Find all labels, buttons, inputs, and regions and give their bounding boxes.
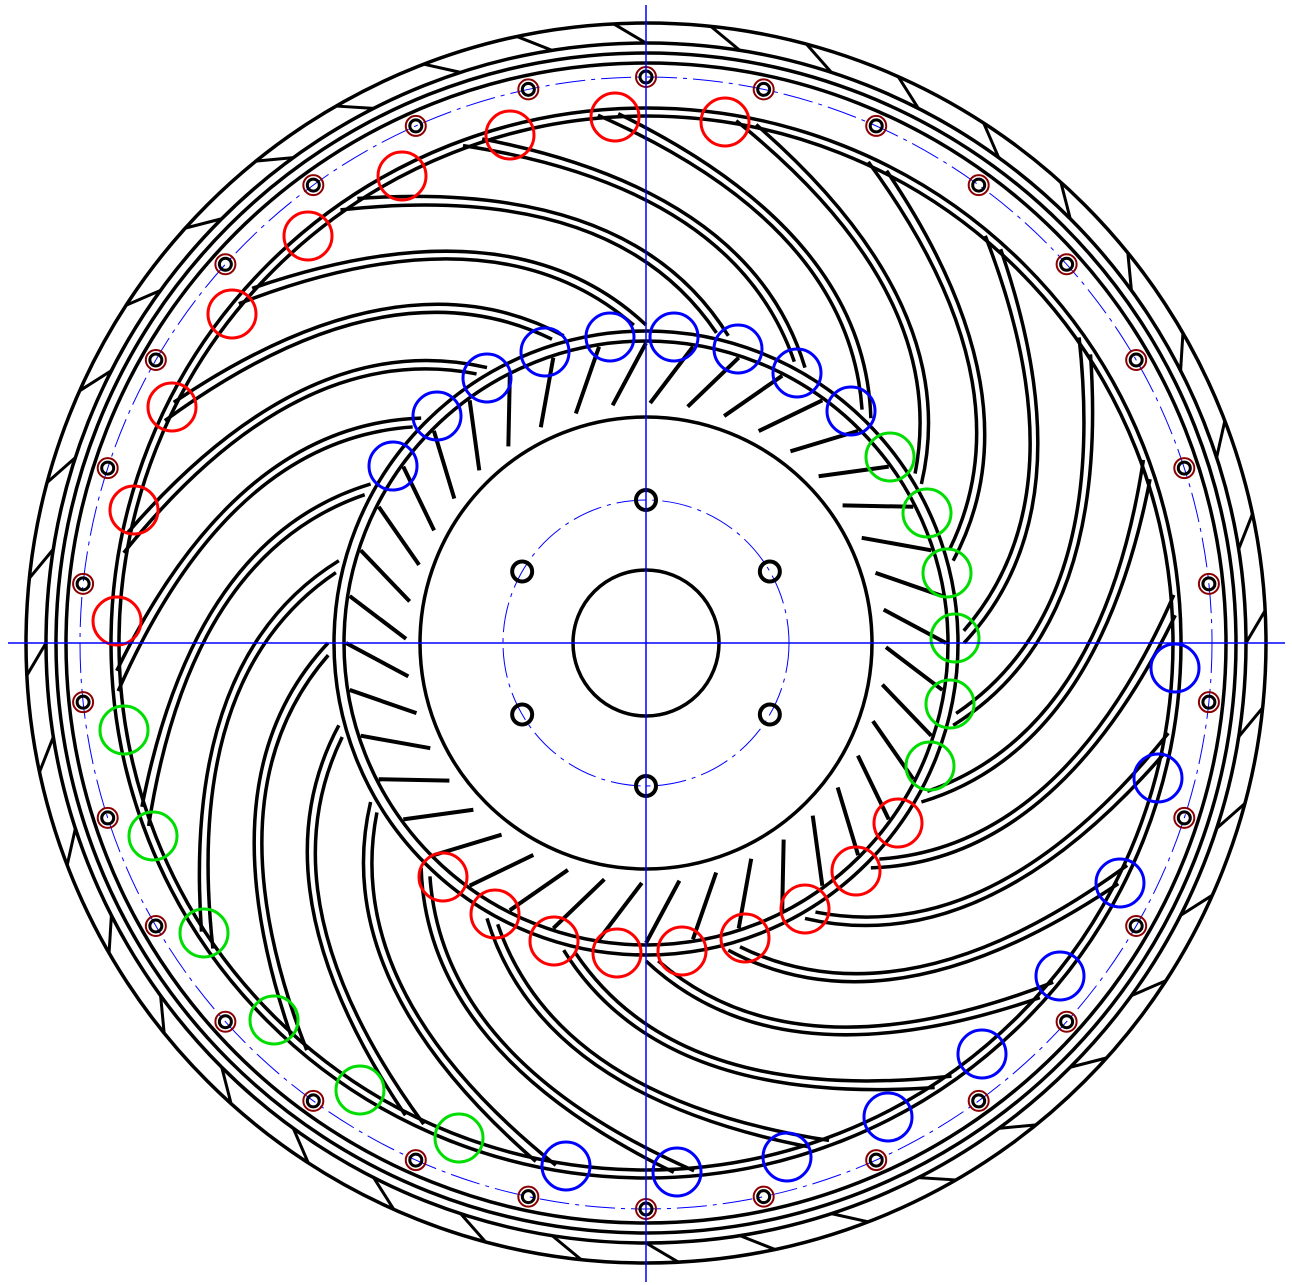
page: (() => { const data = JSON.parse(documen…: [0, 0, 1292, 1285]
inner-blade: [379, 779, 450, 780]
cad-drawing: [0, 0, 1292, 1285]
